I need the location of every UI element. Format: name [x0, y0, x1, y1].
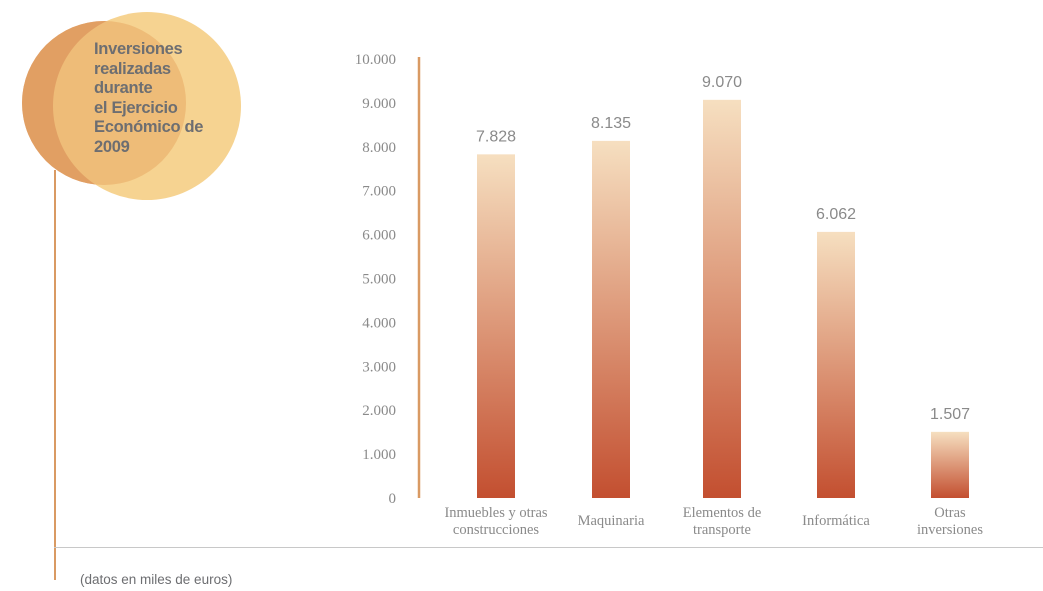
badge-title-line: 2009 [94, 137, 130, 156]
y-tick-label: 3.000 [362, 359, 396, 375]
x-tick-label: Maquinaria [578, 513, 645, 529]
bar [592, 140, 630, 498]
value-label: 9.070 [702, 74, 742, 91]
x-tick-label: Informática [802, 513, 870, 529]
y-tick-label: 4.000 [362, 315, 396, 331]
y-tick-label: 1.000 [362, 447, 396, 463]
value-label: 7.828 [476, 128, 516, 145]
bar [931, 431, 969, 498]
x-tick-label: Elementos de [683, 505, 762, 521]
x-tick-label: transporte [693, 522, 751, 538]
y-tick-label: 10.000 [355, 52, 396, 68]
x-tick-label: inversiones [917, 522, 983, 538]
y-tick-label: 8.000 [362, 140, 396, 156]
badge-title-line: el Ejercicio [94, 98, 178, 117]
value-label: 1.507 [930, 406, 970, 423]
x-tick-label: Inmuebles y otras [444, 505, 547, 521]
value-labels: 7.828 8.135 9.070 6.062 1.507 [476, 74, 970, 423]
left-vertical-rule [54, 170, 56, 580]
badge-circles [22, 12, 241, 200]
badge-title-line: Económico de [94, 118, 204, 136]
y-tick-label: 7.000 [362, 184, 396, 200]
value-label: 6.062 [816, 206, 856, 223]
badge-title: Inversiones realizadas durante el Ejerci… [94, 40, 234, 157]
badge-title-line: Inversiones [94, 40, 183, 58]
value-label: 8.135 [591, 115, 631, 132]
badge-title-line: realizadas [94, 59, 171, 78]
y-tick-label: 6.000 [362, 228, 396, 244]
y-tick-label: 2.000 [362, 403, 396, 419]
x-tick-label: construcciones [453, 522, 540, 538]
y-axis-ticks: 0 1.000 2.000 3.000 4.000 5.000 6.000 7.000 8.00… [355, 52, 396, 507]
y-tick-label: 5.000 [362, 272, 396, 288]
y-tick-label: 9.000 [362, 96, 396, 112]
bottom-horizontal-rule [54, 547, 1043, 548]
bar [477, 154, 515, 498]
bar [703, 99, 741, 499]
footnote: (datos en miles de euros) [80, 572, 233, 587]
badge-title-line: durante [94, 79, 153, 97]
badge-overlap [22, 21, 186, 185]
bar [817, 231, 855, 498]
y-tick-label: 0 [389, 491, 397, 507]
bars [477, 99, 969, 499]
x-tick-label: Otras [934, 505, 966, 521]
